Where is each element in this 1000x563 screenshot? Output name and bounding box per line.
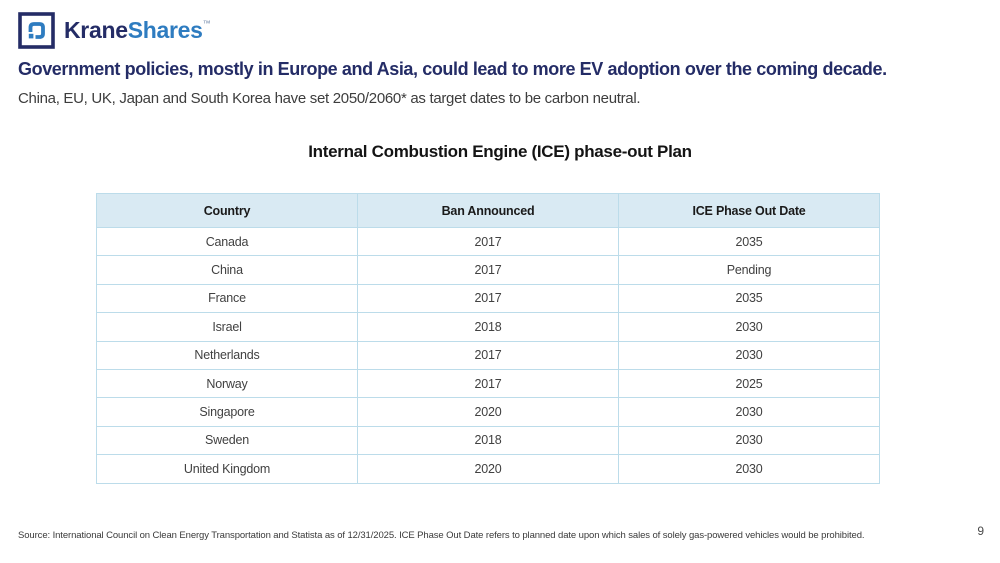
logo-text-shares: Shares	[127, 17, 203, 43]
column-header: Country	[96, 193, 358, 228]
table-cell: 2030	[618, 340, 880, 370]
table-cell: Singapore	[96, 397, 358, 427]
table-row: China 2017 Pending	[96, 255, 880, 285]
table-cell: 2017	[357, 283, 619, 314]
table-row: France 2017 2035	[96, 283, 880, 314]
table-cell: Sweden	[96, 425, 358, 456]
table-cell: Israel	[96, 312, 358, 342]
table-cell: 2030	[618, 454, 880, 484]
source-footnote: Source: International Council on Clean E…	[18, 530, 865, 541]
kraneshares-logo-text: KraneShares™	[64, 17, 211, 44]
table-row: Sweden 2018 2030	[96, 425, 880, 456]
table-cell: 2030	[618, 425, 880, 456]
table-title: Internal Combustion Engine (ICE) phase-o…	[308, 142, 692, 161]
kraneshares-logo: KraneShares™	[18, 12, 211, 49]
ice-phaseout-table: Country Ban Announced ICE Phase Out Date C…	[96, 193, 880, 484]
table-cell: United Kingdom	[96, 454, 358, 484]
table-cell: 2030	[618, 312, 880, 342]
table-row: Israel 2018 2030	[96, 312, 880, 342]
table-row: Singapore 2020 2030	[96, 397, 880, 427]
table-cell: China	[96, 255, 358, 285]
table-cell: 2035	[618, 226, 880, 257]
slide-subtitle: China, EU, UK, Japan and South Korea hav…	[18, 90, 641, 107]
table-cell: 2020	[357, 397, 619, 427]
table-cell: Netherlands	[96, 340, 358, 370]
table-header-row: Country Ban Announced ICE Phase Out Date	[96, 193, 880, 228]
logo-text-krane: Krane	[64, 17, 128, 43]
table-cell: 2020	[357, 454, 619, 484]
table-cell: 2017	[357, 255, 619, 285]
table-row: United Kingdom 2020 2030	[96, 454, 880, 484]
slide-headline: Government policies, mostly in Europe an…	[18, 59, 887, 79]
table-row: Canada 2017 2035	[96, 226, 880, 257]
ice-phaseout-table-container: Country Ban Announced ICE Phase Out Date C…	[96, 193, 880, 484]
table-cell: Canada	[96, 226, 358, 257]
table-cell: 2017	[357, 226, 619, 257]
table-row: Netherlands 2017 2030	[96, 340, 880, 370]
table-cell: 2018	[357, 312, 619, 342]
table-row: Norway 2017 2025	[96, 368, 880, 399]
table-cell: 2017	[357, 368, 619, 399]
kraneshares-logo-icon	[18, 12, 55, 49]
page-number: 9	[977, 524, 984, 538]
column-header: ICE Phase Out Date	[618, 193, 880, 228]
column-header: Ban Announced	[357, 193, 619, 228]
table-cell: Norway	[96, 368, 358, 399]
table-cell: Pending	[618, 255, 880, 285]
table-cell: 2017	[357, 340, 619, 370]
table-cell: 2018	[357, 425, 619, 456]
table-cell: 2035	[618, 283, 880, 314]
table-cell: France	[96, 283, 358, 314]
table-cell: 2025	[618, 368, 880, 399]
table-cell: 2030	[618, 397, 880, 427]
logo-trademark: ™	[202, 19, 211, 28]
